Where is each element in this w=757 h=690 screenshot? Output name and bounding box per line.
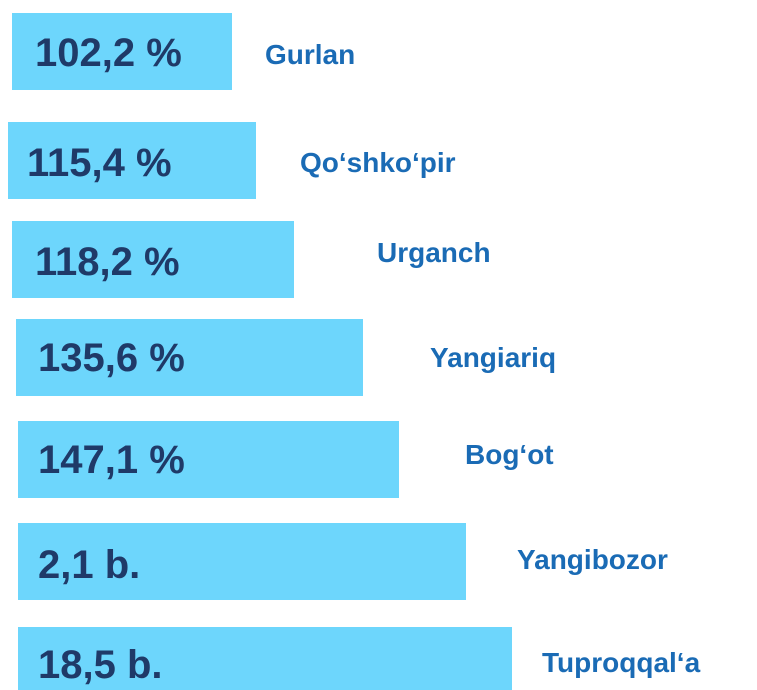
bar [18, 421, 399, 498]
value: 102,2 % [35, 31, 182, 75]
value: 115,4 % [27, 141, 172, 185]
region-name: Gurlan [265, 39, 356, 70]
bar [12, 221, 294, 298]
bar [16, 319, 363, 396]
region-name: Bog‘ot [465, 439, 554, 470]
value: 2,1 b. [38, 543, 141, 587]
region-name: Tuproqqal‘a [542, 647, 701, 678]
bar [18, 523, 466, 600]
region-name: Urganch [377, 237, 491, 268]
bar [8, 122, 256, 199]
region-name: Yangiariq [430, 342, 557, 373]
value: 118,2 % [35, 240, 180, 284]
value: 135,6 % [38, 336, 185, 380]
bar [18, 627, 512, 690]
region-name: Yangibozor [517, 544, 668, 575]
value: 147,1 % [38, 438, 185, 482]
bar [12, 13, 232, 90]
region-name: Qo‘shko‘pir [300, 147, 456, 178]
value: 18,5 b. [38, 643, 163, 687]
